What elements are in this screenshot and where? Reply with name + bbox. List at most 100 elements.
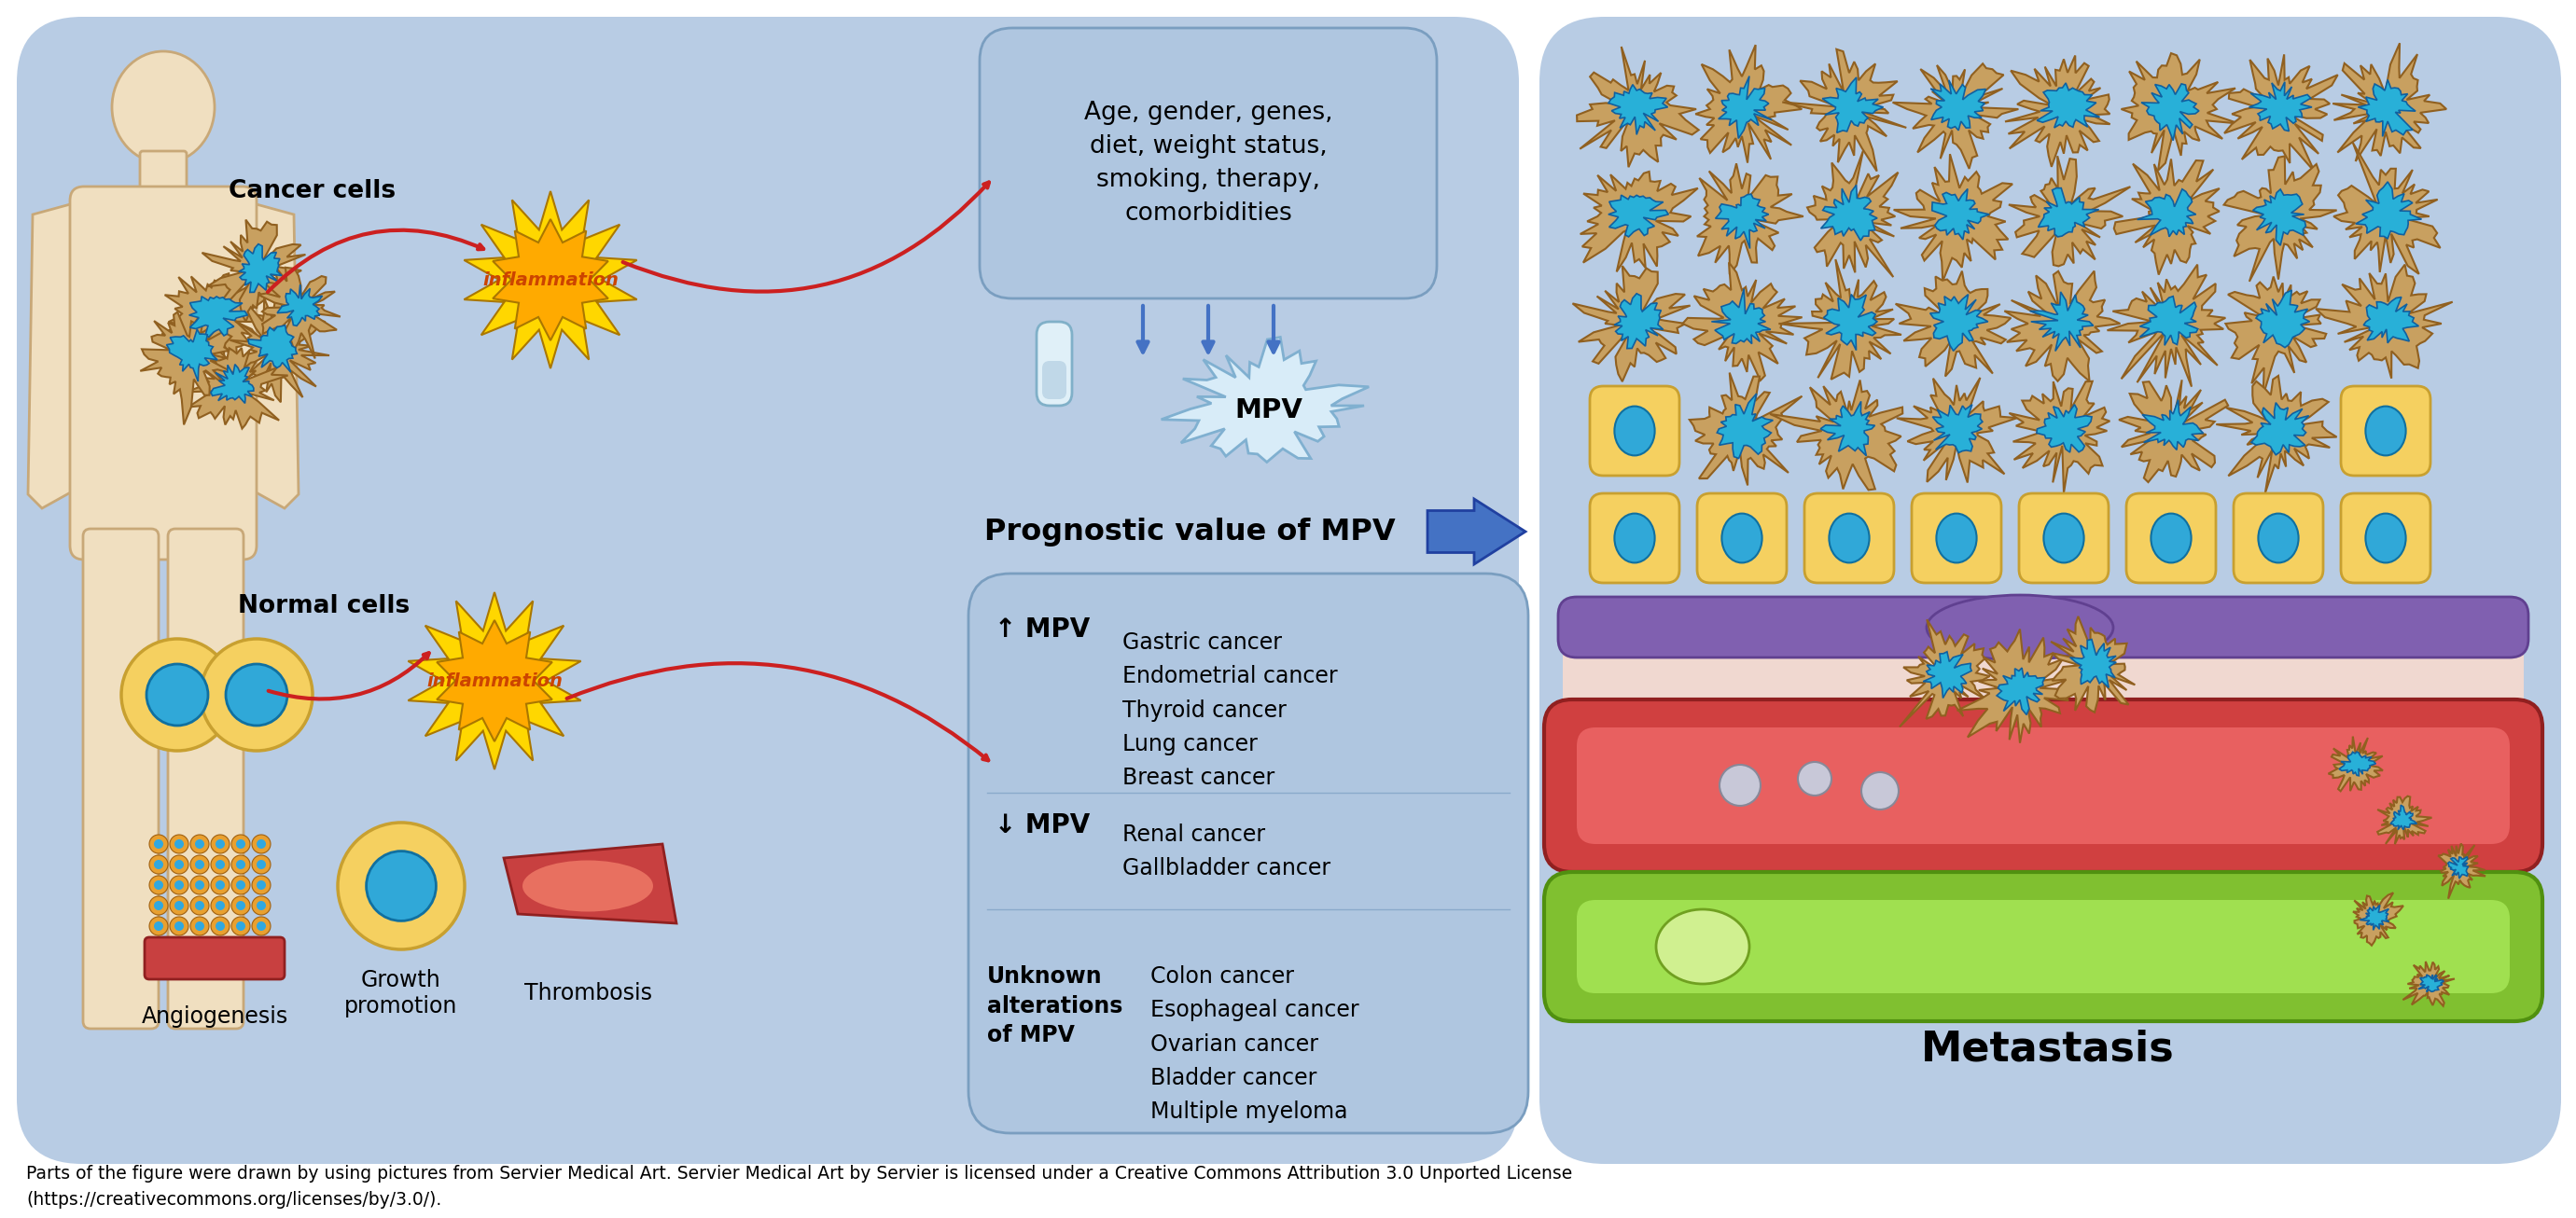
Polygon shape xyxy=(2403,961,2455,1006)
Text: Growth
promotion: Growth promotion xyxy=(345,970,459,1017)
Polygon shape xyxy=(1996,667,2045,715)
Polygon shape xyxy=(258,264,340,358)
Circle shape xyxy=(227,664,289,726)
Circle shape xyxy=(216,881,224,889)
Circle shape xyxy=(211,855,229,873)
Circle shape xyxy=(252,917,270,935)
Polygon shape xyxy=(1932,189,1989,240)
Ellipse shape xyxy=(2259,514,2298,563)
Polygon shape xyxy=(492,219,608,340)
Text: Prognostic value of MPV: Prognostic value of MPV xyxy=(984,518,1396,546)
Text: Colon cancer
Esophageal cancer
Ovarian cancer
Bladder cancer
Multiple myeloma: Colon cancer Esophageal cancer Ovarian c… xyxy=(1151,965,1360,1123)
Polygon shape xyxy=(407,592,582,770)
Circle shape xyxy=(191,896,209,915)
Polygon shape xyxy=(2251,403,2308,454)
Circle shape xyxy=(211,896,229,915)
Text: ↓ MPV: ↓ MPV xyxy=(994,812,1090,838)
Circle shape xyxy=(237,860,245,870)
Polygon shape xyxy=(1710,289,1770,343)
Polygon shape xyxy=(1924,652,1971,698)
Polygon shape xyxy=(1824,295,1878,351)
Circle shape xyxy=(252,876,270,894)
Circle shape xyxy=(258,922,265,931)
Text: Thrombosis: Thrombosis xyxy=(523,982,652,1005)
Ellipse shape xyxy=(1615,407,1654,456)
Polygon shape xyxy=(1579,172,1698,272)
Polygon shape xyxy=(2447,856,2468,878)
Polygon shape xyxy=(240,244,281,292)
Polygon shape xyxy=(2223,55,2339,172)
FancyBboxPatch shape xyxy=(1564,648,2524,714)
Polygon shape xyxy=(162,274,276,371)
FancyBboxPatch shape xyxy=(1911,493,2002,583)
Text: Unknown
alterations
of MPV: Unknown alterations of MPV xyxy=(987,965,1123,1046)
Text: Metastasis: Metastasis xyxy=(1922,1029,2174,1069)
Polygon shape xyxy=(2138,189,2195,236)
Polygon shape xyxy=(2120,54,2239,171)
Circle shape xyxy=(170,917,188,935)
Polygon shape xyxy=(2141,296,2197,346)
Polygon shape xyxy=(1695,45,1801,163)
Circle shape xyxy=(175,860,183,870)
Circle shape xyxy=(1862,772,1899,810)
Circle shape xyxy=(216,901,224,910)
Polygon shape xyxy=(464,191,636,368)
FancyBboxPatch shape xyxy=(2233,493,2324,583)
Text: Normal cells: Normal cells xyxy=(237,594,410,619)
Circle shape xyxy=(252,834,270,854)
Circle shape xyxy=(201,639,312,750)
Circle shape xyxy=(237,901,245,910)
Circle shape xyxy=(252,855,270,873)
Polygon shape xyxy=(438,620,551,742)
Circle shape xyxy=(149,876,167,894)
Polygon shape xyxy=(1690,373,1803,485)
Polygon shape xyxy=(2223,156,2336,281)
Circle shape xyxy=(170,834,188,854)
Polygon shape xyxy=(1808,151,1899,276)
Polygon shape xyxy=(1958,630,2081,743)
Polygon shape xyxy=(2334,43,2447,161)
Circle shape xyxy=(232,896,250,915)
Ellipse shape xyxy=(1656,910,1749,984)
Circle shape xyxy=(170,876,188,894)
Circle shape xyxy=(211,876,229,894)
Circle shape xyxy=(237,922,245,931)
FancyBboxPatch shape xyxy=(167,529,245,1029)
Circle shape xyxy=(232,855,250,873)
FancyBboxPatch shape xyxy=(1589,386,1680,476)
Circle shape xyxy=(149,855,167,873)
Circle shape xyxy=(196,839,204,849)
Text: ↑ MPV: ↑ MPV xyxy=(994,616,1090,643)
Circle shape xyxy=(191,876,209,894)
Polygon shape xyxy=(2226,276,2326,396)
FancyBboxPatch shape xyxy=(1803,493,1893,583)
Ellipse shape xyxy=(2151,514,2192,563)
Polygon shape xyxy=(2009,156,2130,267)
FancyArrow shape xyxy=(1427,499,1525,564)
Circle shape xyxy=(258,881,265,889)
Ellipse shape xyxy=(1829,514,1870,563)
FancyBboxPatch shape xyxy=(1036,322,1072,406)
FancyBboxPatch shape xyxy=(969,574,1528,1133)
Polygon shape xyxy=(188,296,247,337)
Circle shape xyxy=(121,639,234,750)
Polygon shape xyxy=(2437,844,2486,899)
Text: Angiogenesis: Angiogenesis xyxy=(142,1005,289,1028)
Circle shape xyxy=(155,901,162,910)
Text: Renal cancer
Gallbladder cancer: Renal cancer Gallbladder cancer xyxy=(1123,823,1332,879)
Circle shape xyxy=(170,855,188,873)
Polygon shape xyxy=(2378,797,2432,844)
Circle shape xyxy=(196,901,204,910)
Circle shape xyxy=(258,901,265,910)
Polygon shape xyxy=(1783,49,1906,172)
Polygon shape xyxy=(1929,80,1986,130)
Text: Cancer cells: Cancer cells xyxy=(229,179,397,203)
Circle shape xyxy=(1721,765,1759,806)
Polygon shape xyxy=(1929,295,1989,351)
FancyBboxPatch shape xyxy=(139,151,185,208)
Polygon shape xyxy=(1682,262,1803,380)
Circle shape xyxy=(216,860,224,870)
Circle shape xyxy=(149,917,167,935)
Polygon shape xyxy=(1821,402,1875,456)
FancyBboxPatch shape xyxy=(2020,493,2110,583)
